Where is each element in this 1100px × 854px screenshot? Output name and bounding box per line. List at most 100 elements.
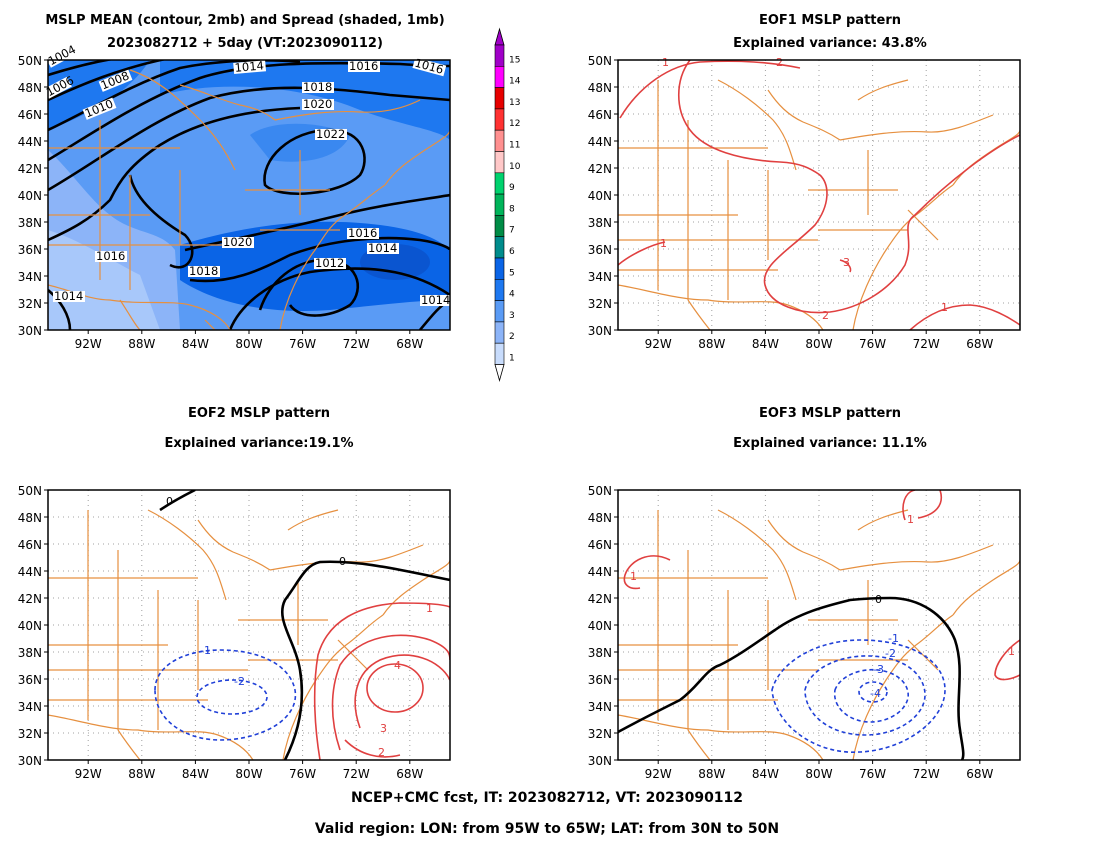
colorbar-label: 11: [509, 141, 520, 151]
spread-colorbar: 15 14 13 12 11 10 9 8 7 6 5 4 3 2 1: [494, 27, 521, 382]
colorbar-label: 5: [509, 268, 515, 278]
colorbar-swatch: [494, 87, 505, 110]
lon-tick-label: 80W: [805, 337, 832, 351]
lat-tick-label: 46N: [588, 108, 612, 122]
panel-subtitle: Explained variance:19.1%: [164, 436, 353, 451]
isobar-labels: 1004 1006 1008 1010 1014 1016 1018 1020 …: [44, 42, 451, 307]
lat-tick-label: 32N: [18, 297, 42, 311]
contour-label: 2: [776, 56, 783, 69]
colorbar-top-arrow: [494, 27, 505, 46]
lat-tick-label: 46N: [18, 538, 42, 552]
contour-label: 1: [426, 602, 433, 615]
lon-tick-label: 76W: [859, 767, 886, 781]
lat-tick-label: 36N: [588, 243, 612, 257]
map-boundary: [287, 509, 339, 531]
colorbar-swatch: [494, 66, 505, 88]
lat-tick-label: 42N: [18, 162, 42, 176]
eof2-contours: [154, 490, 450, 760]
lat-tick-label: 44N: [588, 565, 612, 579]
lat-tick-label: 36N: [18, 243, 42, 257]
lon-tick-label: 72W: [913, 767, 940, 781]
lon-tick-label: 88W: [128, 767, 155, 781]
lon-tick-label: 88W: [698, 767, 725, 781]
isobar-label: 1018: [303, 80, 332, 94]
lat-tick-label: 30N: [588, 754, 612, 768]
map-boundary: [687, 729, 711, 760]
lat-tick-label: 46N: [18, 108, 42, 122]
coastline-map: [618, 79, 1020, 330]
colorbar-label: 7: [509, 226, 515, 236]
lat-tick-label: 30N: [588, 324, 612, 338]
isobar-label: 1014: [234, 58, 264, 74]
eof2-panel: EOF2 MSLP pattern Explained variance:19.…: [18, 406, 451, 781]
lat-tick-label: 50N: [18, 54, 42, 68]
contour-label: -1: [200, 644, 211, 657]
lat-tick-label: 34N: [588, 270, 612, 284]
isobar-label: 1014: [368, 241, 397, 255]
colorbar-swatch: [494, 321, 505, 344]
map-boundary: [767, 89, 841, 141]
panel-subtitle: Explained variance: 43.8%: [733, 36, 927, 51]
lon-tick-label: 68W: [396, 767, 423, 781]
lat-tick-label: 34N: [18, 270, 42, 284]
isobar-label: 1016: [348, 226, 377, 240]
contour-label: 1: [1008, 645, 1015, 658]
lat-tick-label: 34N: [588, 700, 612, 714]
lat-tick-label: 50N: [588, 54, 612, 68]
lon-tick-label: 80W: [805, 767, 832, 781]
lat-tick-label: 36N: [588, 673, 612, 687]
lat-tick-label: 38N: [588, 216, 612, 230]
lat-tick-label: 50N: [18, 484, 42, 498]
isobar-label: 1022: [316, 127, 345, 141]
map-boundary: [907, 639, 939, 671]
eof1-contour-labels: 2 1 1 3 2 1: [660, 56, 948, 322]
eof3-contours: [618, 490, 1020, 760]
footer-valid-region: Valid region: LON: from 95W to 65W; LAT:…: [315, 821, 779, 837]
lat-tick-label: 42N: [18, 592, 42, 606]
lat-tick-label: 44N: [588, 135, 612, 149]
lon-tick-label: 84W: [752, 767, 779, 781]
lat-tick-label: 42N: [588, 162, 612, 176]
colorbar-swatch: [494, 215, 505, 237]
map-boundary: [269, 544, 424, 571]
panel-title: EOF2 MSLP pattern: [188, 406, 330, 421]
colorbar-swatch: [494, 129, 505, 152]
lat-tick-label: 48N: [588, 511, 612, 525]
isobar-label: 1016: [349, 59, 378, 73]
eof3-panel: EOF3 MSLP pattern Explained variance: 11…: [588, 406, 1021, 781]
lat-tick-label: 42N: [588, 592, 612, 606]
panel-subtitle: Explained variance: 11.1%: [733, 436, 927, 451]
lon-tick-label: 80W: [235, 337, 262, 351]
lat-tick-label: 32N: [18, 727, 42, 741]
isobar-label: 1018: [189, 264, 218, 278]
lat-tick-label: 48N: [588, 81, 612, 95]
colorbar-swatch: [494, 236, 505, 259]
lat-tick-label: 40N: [588, 189, 612, 203]
footer-forecast-info: NCEP+CMC fcst, IT: 2023082712, VT: 20230…: [351, 790, 743, 806]
lon-tick-label: 92W: [75, 337, 102, 351]
map-boundary: [147, 509, 227, 601]
map-boundary: [857, 79, 909, 101]
colorbar-swatch: [494, 193, 505, 216]
colorbar-swatch: [494, 342, 505, 365]
eof1-panel: EOF1 MSLP pattern Explained variance: 43…: [588, 13, 1021, 351]
colorbar-label: 15: [509, 55, 520, 65]
panel-title: EOF3 MSLP pattern: [759, 406, 901, 421]
panel-title: MSLP MEAN (contour, 2mb) and Spread (sha…: [45, 13, 444, 28]
map-boundary: [952, 559, 1020, 616]
colorbar-swatch: [494, 44, 505, 67]
contour-label: 0: [339, 555, 346, 568]
lon-tick-label: 68W: [966, 767, 993, 781]
map-boundary: [687, 299, 711, 330]
lat-tick-label: 50N: [588, 484, 612, 498]
map-axes: 50N 48N 46N 44N 42N 40N 38N 36N 34N 32N 30N 92W 88W 8…: [588, 54, 1021, 351]
isobar-label: 1020: [303, 97, 332, 111]
panel-title: EOF1 MSLP pattern: [759, 13, 901, 28]
lat-tick-label: 32N: [588, 297, 612, 311]
colorbar-bottom-arrow: [494, 364, 505, 382]
map-boundary: [857, 509, 909, 531]
colorbar-label: 8: [509, 204, 515, 214]
lon-tick-label: 88W: [128, 337, 155, 351]
contour-label: 1: [630, 570, 637, 583]
